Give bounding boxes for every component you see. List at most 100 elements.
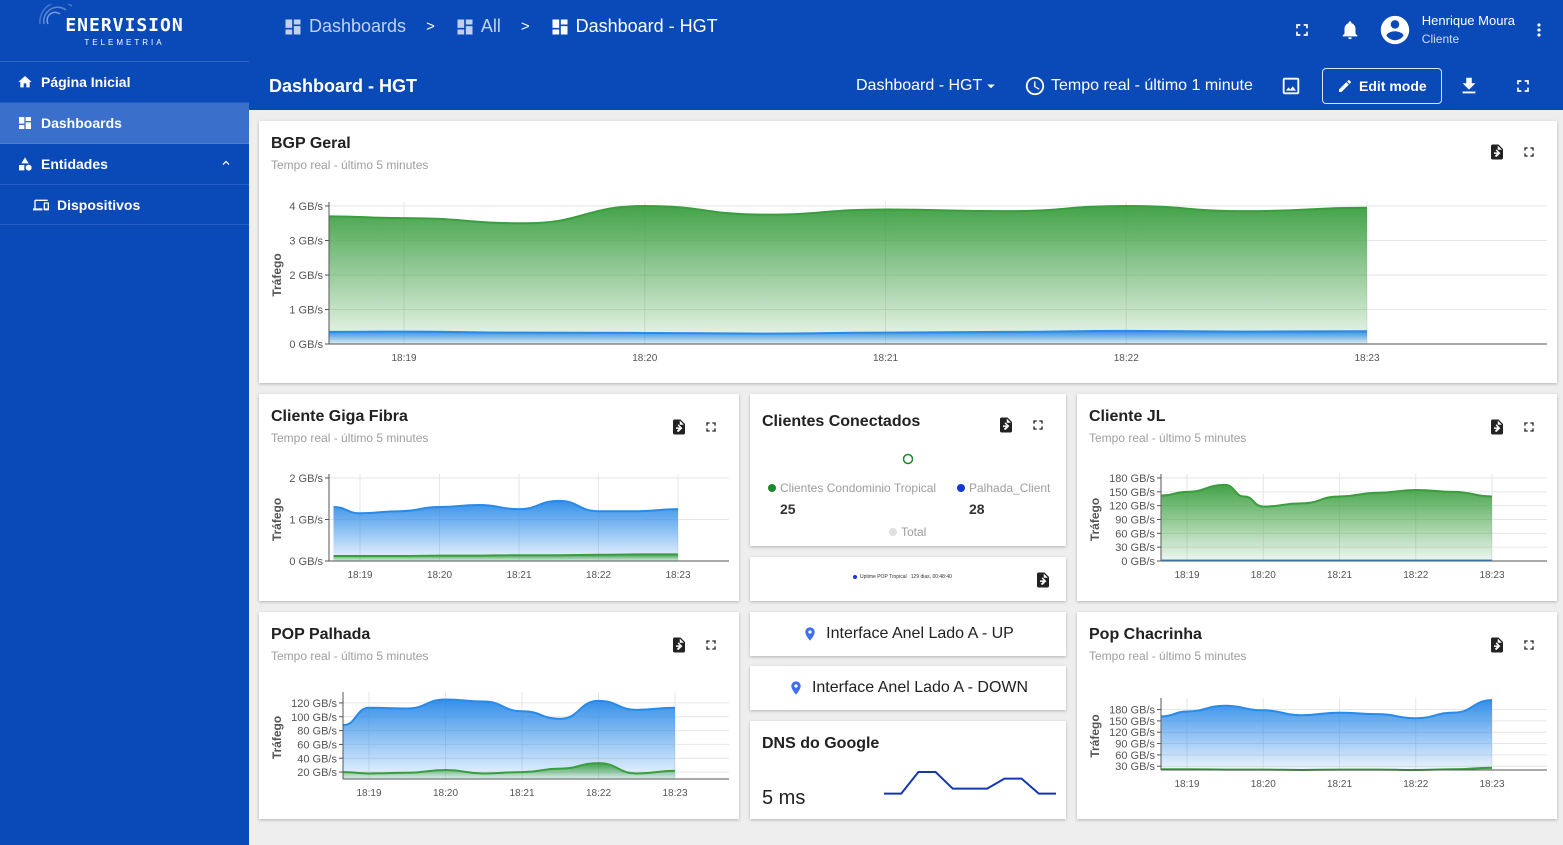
export-image-icon[interactable] <box>1280 68 1302 104</box>
export-file-icon[interactable] <box>1481 143 1513 161</box>
widget-interface-up[interactable]: Interface Anel Lado A - UP <box>750 612 1066 656</box>
interface-up-label: Interface Anel Lado A - UP <box>826 625 1014 642</box>
dns-sparkline-line <box>884 771 1056 795</box>
user-role: Cliente <box>1421 32 1460 46</box>
fullscreen-icon[interactable] <box>695 419 727 435</box>
uptime-label: Uptime POP Tropical 129 dias, 00:48:40 <box>860 574 952 580</box>
page-title: Dashboard - HGT <box>269 76 418 96</box>
fullscreen-icon[interactable] <box>1513 419 1545 435</box>
chevron-up-icon[interactable] <box>219 156 233 173</box>
sidebar-item-label: Dashboards <box>41 115 122 131</box>
fullscreen-icon[interactable] <box>695 637 727 653</box>
y-tick-label: 1 GB/s <box>289 305 323 317</box>
series-line <box>1161 483 1493 508</box>
legend-value: 53 <box>901 545 926 546</box>
sidebar-item-label: Dispositivos <box>57 196 141 213</box>
x-tick-label: 18:22 <box>586 570 611 581</box>
series-line <box>1161 699 1493 720</box>
export-file-icon[interactable] <box>663 636 695 654</box>
legend-dot <box>889 528 897 536</box>
edit-mode-button[interactable]: Edit mode <box>1322 68 1442 104</box>
x-tick-label: 18:20 <box>427 570 452 581</box>
widget-interface-down[interactable]: Interface Anel Lado A - DOWN <box>750 666 1066 710</box>
breadcrumb-label: All <box>480 16 501 36</box>
dashboard-icon <box>285 19 301 34</box>
widget-pop-chacrinha: Pop Chacrinha Tempo real - último 5 minu… <box>1077 612 1557 819</box>
y-tick-label: 120 GB/s <box>1109 501 1155 513</box>
x-tick-label: 18:19 <box>1174 570 1199 581</box>
y-tick-label: 120 GB/s <box>291 698 337 710</box>
series-line <box>333 499 679 515</box>
y-tick-label: 60 GB/s <box>297 739 337 751</box>
avatar <box>1380 15 1409 45</box>
sidebar-item-home[interactable]: Página Inicial <box>0 62 249 103</box>
fullscreen-icon[interactable] <box>1278 20 1326 40</box>
fullscreen-icon[interactable] <box>1513 144 1545 160</box>
x-tick-label: 18:21 <box>509 788 534 799</box>
breadcrumb-separator: > <box>520 18 530 35</box>
legend-label: Palhada_Client <box>969 481 1051 495</box>
series-area <box>1161 700 1492 770</box>
user-menu[interactable]: Henrique Moura Cliente <box>1378 12 1515 48</box>
sidebar-item-label: Página Inicial <box>41 74 131 90</box>
signal-arcs-icon <box>39 4 73 25</box>
legend-item-total: Total 53 <box>889 525 926 546</box>
widget-uptime: Uptime POP Tropical 129 dias, 00:48:40 <box>750 557 1066 601</box>
x-tick-label: 18:20 <box>1251 779 1276 790</box>
x-tick-label: 18:23 <box>665 570 690 581</box>
palhada-area-chart: 20 GB/s 40 GB/s 60 GB/s80 GB/s 100 GB/s 120 … <box>270 692 729 799</box>
fullscreen-icon[interactable] <box>1513 637 1545 653</box>
series-line <box>343 762 676 775</box>
notifications-bell-icon[interactable] <box>1326 19 1374 41</box>
widget-subtitle: Tempo real - último 5 minutes <box>271 431 429 445</box>
export-file-icon[interactable] <box>990 416 1022 434</box>
breadcrumb-dashboards[interactable]: Dashboards <box>283 16 406 37</box>
uptime-dot <box>853 575 857 579</box>
breadcrumb-label: Dashboards <box>309 16 407 36</box>
widget-title: Cliente Giga Fibra <box>271 408 408 425</box>
y-axis-label: Tráfego <box>270 253 284 296</box>
pie-slice-tropical <box>902 453 914 465</box>
y-axis-label: Tráfego <box>1088 498 1102 541</box>
location-pin-icon <box>791 681 801 695</box>
x-tick-label: 18:23 <box>1479 570 1504 581</box>
legend-item-palhada: Palhada_Client 28 <box>957 481 1050 517</box>
export-file-icon[interactable] <box>1034 571 1052 594</box>
state-select[interactable]: Dashboard - HGT <box>856 68 1000 104</box>
x-tick-label: 18:22 <box>1403 779 1428 790</box>
sidebar-item-devices[interactable]: Dispositivos <box>0 185 249 225</box>
export-file-icon[interactable] <box>663 418 695 436</box>
edit-mode-label: Edit mode <box>1359 78 1427 94</box>
download-icon[interactable] <box>1458 68 1480 104</box>
y-tick-label: 20 GB/s <box>297 767 337 779</box>
x-tick-label: 18:21 <box>506 570 531 581</box>
fullscreen-icon[interactable] <box>1022 417 1054 433</box>
export-file-icon[interactable] <box>1481 418 1513 436</box>
sidebar-item-dashboards[interactable]: Dashboards <box>0 103 249 144</box>
legend-value: 25 <box>780 501 796 517</box>
y-tick-label: 60 GB/s <box>1115 750 1155 762</box>
timewindow-label: Tempo real - último 1 minute <box>1051 77 1253 94</box>
breadcrumb-current: Dashboard - HGT <box>550 16 718 37</box>
x-tick-label: 18:19 <box>391 353 416 364</box>
sidebar-item-entities[interactable]: Entidades <box>0 144 249 185</box>
y-axis-label: Tráfego <box>270 498 284 541</box>
export-file-icon[interactable] <box>1481 636 1513 654</box>
timewindow-button[interactable]: Tempo real - último 1 minute <box>1024 68 1253 104</box>
breadcrumb-all[interactable]: All <box>455 16 501 37</box>
breadcrumb: Dashboards > All > Dashboard - HGT <box>283 16 718 37</box>
series-line <box>343 698 676 727</box>
y-axis-label: Tráfego <box>270 716 284 759</box>
x-tick-label: 18:23 <box>1479 779 1504 790</box>
widget-subtitle: Tempo real - último 5 minutes <box>1089 431 1247 445</box>
dashboard-fullscreen-icon[interactable] <box>1513 68 1533 104</box>
y-tick-label: 4 GB/s <box>289 201 323 213</box>
x-tick-label: 18:20 <box>433 788 458 799</box>
top-bar: Dashboards > All > Dashboard - HGT Henri… <box>249 0 1563 110</box>
widget-title: DNS do Google <box>762 735 880 752</box>
entities-icon <box>16 156 34 172</box>
giga-area-chart: 0 GB/s 1 GB/s 2 GB/s 18:19 18:20 18:21 18:22 18… <box>270 473 729 581</box>
brand-name: ENERVISION <box>65 14 184 36</box>
more-vert-icon[interactable] <box>1515 20 1563 40</box>
brand-logo[interactable]: ENERVISION TELEMETRIA <box>0 0 249 62</box>
